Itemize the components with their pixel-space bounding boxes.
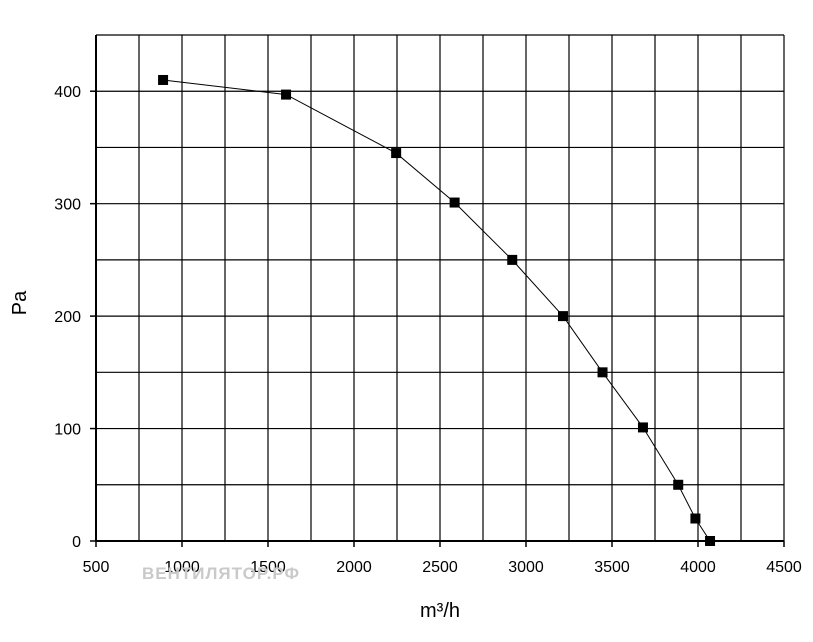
data-point-marker xyxy=(158,74,169,85)
y-tick-label: 200 xyxy=(54,309,81,326)
axes xyxy=(90,35,785,547)
series-line xyxy=(163,79,711,542)
series-line-path xyxy=(163,79,711,542)
x-axis-title: m³/h xyxy=(420,600,460,622)
data-point-marker xyxy=(597,367,608,378)
data-point-marker xyxy=(690,513,701,524)
grid xyxy=(96,34,785,541)
y-tick-label: 400 xyxy=(54,84,81,101)
x-tick-label: 2000 xyxy=(336,559,372,576)
data-point-marker xyxy=(637,422,648,433)
x-tick-label: 4000 xyxy=(680,559,716,576)
watermark: ВЕНТИЛЯТОР.РФ xyxy=(142,564,300,583)
data-point-marker xyxy=(391,148,402,159)
data-point-marker xyxy=(557,311,568,322)
x-tick-label: 3500 xyxy=(594,559,630,576)
y-tick-label: 300 xyxy=(54,197,81,214)
x-tick-label: 1000 xyxy=(164,559,200,576)
x-tick-label: 1500 xyxy=(250,559,286,576)
data-point-marker xyxy=(449,197,460,208)
data-markers xyxy=(158,74,716,546)
x-tick-label: 3000 xyxy=(508,559,544,576)
y-tick-label: 0 xyxy=(72,534,81,551)
x-tick-label: 4500 xyxy=(766,559,802,576)
data-point-marker xyxy=(673,479,684,490)
tick-labels: 500 1000 1500 2000 2500 3000 3500 4000 4500 0 100 2… xyxy=(54,84,802,576)
y-axis-title: Pa xyxy=(9,290,31,315)
data-point-marker xyxy=(281,89,292,100)
x-tick-label: 2500 xyxy=(422,559,458,576)
y-tick-label: 100 xyxy=(54,422,81,439)
x-tick-label: 500 xyxy=(83,559,110,576)
data-point-marker xyxy=(507,254,518,265)
data-point-marker xyxy=(705,536,716,546)
